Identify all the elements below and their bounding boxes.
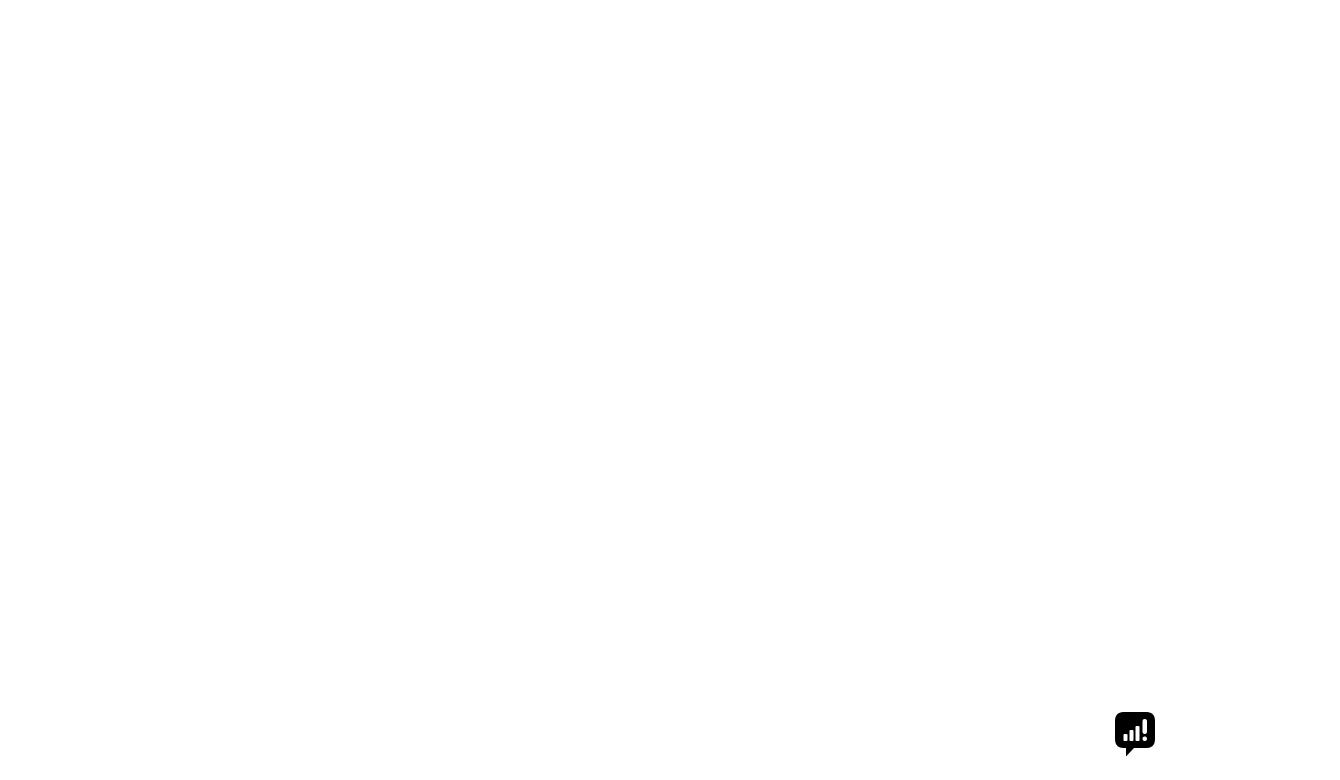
newsworthy-bubble-icon	[1115, 712, 1155, 757]
newsworthy-logo	[1113, 710, 1165, 757]
